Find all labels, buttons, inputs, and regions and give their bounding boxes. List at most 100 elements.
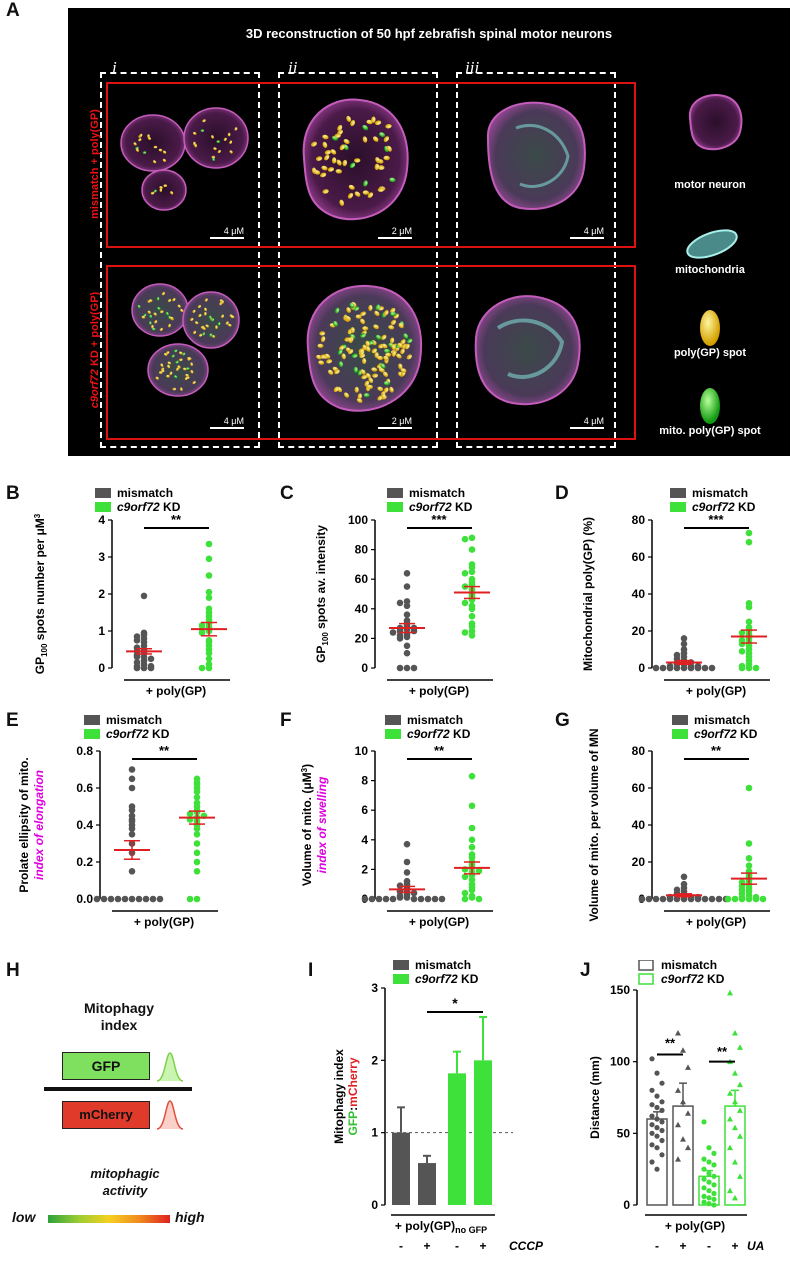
treatment-tick: + — [731, 1239, 738, 1253]
data-point — [694, 664, 702, 672]
data-point — [128, 806, 136, 814]
x-axis-label: + poly(GP) — [409, 915, 469, 929]
polygp-spot — [153, 160, 157, 164]
mito-polygp-spot — [349, 302, 355, 309]
bar — [474, 1060, 492, 1205]
polygp-spot — [227, 132, 231, 137]
polygp-spot — [356, 398, 363, 403]
polygp-spot — [198, 313, 202, 318]
mito-polygp-spot — [216, 140, 221, 144]
legend-mismatch-swatch — [670, 488, 686, 498]
data-point — [711, 1182, 717, 1188]
data-point — [654, 1166, 660, 1172]
data-point — [193, 895, 201, 903]
data-point — [680, 873, 688, 881]
data-point — [140, 592, 148, 600]
data-point — [403, 570, 411, 577]
polygp-spot — [192, 131, 197, 135]
data-point — [701, 1156, 707, 1162]
data-point — [732, 1159, 738, 1165]
polygp-spot — [362, 190, 370, 195]
legend-mismatch-swatch — [385, 715, 401, 725]
polygp-spot — [177, 365, 181, 369]
data-point — [193, 794, 201, 801]
data-point — [737, 1081, 743, 1088]
legend-kd-label: c9orf72 KD — [661, 972, 725, 986]
data-point — [468, 546, 476, 553]
data-point — [666, 895, 674, 903]
y-axis-label: Volume of mito. (μM3) — [300, 764, 314, 886]
data-point — [745, 855, 753, 862]
y-tick-label: 100 — [348, 513, 368, 527]
data-point — [737, 1133, 743, 1139]
polygp-spot — [194, 321, 199, 325]
data-point — [403, 633, 411, 641]
mito-polygp-spot — [153, 189, 157, 193]
scalebar-ii-kd: 2 μM — [378, 416, 412, 429]
data-point — [738, 640, 746, 648]
data-point — [706, 1179, 712, 1185]
data-point — [680, 664, 688, 672]
data-point — [128, 766, 136, 773]
mito-polygp-spot — [338, 361, 344, 368]
polygp-spot — [192, 309, 196, 313]
polygp-spot — [198, 333, 203, 337]
y-tick-label: 50 — [617, 1126, 631, 1140]
legend-kd-label: c9orf72 KD — [692, 500, 756, 514]
polygp-spot — [159, 188, 163, 192]
y-tick-label: 60 — [632, 550, 646, 564]
bar — [418, 1163, 436, 1205]
y-tick-label: 80 — [632, 744, 646, 758]
x-axis-label: + poly(GP)no GFP — [395, 1219, 487, 1235]
mito-polygp-spot — [157, 307, 161, 311]
row-frame-mismatch — [106, 82, 636, 248]
polygp-spot — [396, 353, 402, 359]
polygp-spot — [167, 298, 172, 303]
polygp-spot — [378, 367, 385, 373]
data-point — [128, 825, 136, 832]
polygp-spot — [223, 137, 227, 141]
data-point — [128, 895, 136, 903]
y-tick-label: 80 — [355, 543, 369, 557]
polygp-spot — [141, 315, 146, 319]
mcherry-box: mCherry — [62, 1101, 150, 1129]
data-point — [410, 895, 418, 903]
polygp-spot — [372, 373, 379, 378]
data-point — [745, 603, 753, 611]
cell-iii-mismatch — [486, 101, 586, 210]
polygp-spot — [324, 154, 330, 161]
data-point — [711, 1150, 717, 1156]
panel-label-j: J — [580, 960, 591, 981]
data-point — [461, 599, 469, 607]
mito-polygp-spot — [379, 132, 386, 138]
mito-polygp-spot — [143, 313, 147, 317]
polygp-spot — [217, 149, 221, 154]
data-point — [389, 629, 397, 636]
mito-polygp-spot — [137, 304, 141, 309]
data-point — [680, 1136, 686, 1142]
motor-neuron-icon — [688, 94, 743, 151]
polygp-spot — [371, 348, 377, 354]
significance-label: ** — [665, 1035, 676, 1050]
data-point — [654, 1133, 660, 1139]
y-tick-label: 40 — [355, 602, 369, 616]
data-point — [147, 664, 155, 672]
gfp-box: GFP — [62, 1052, 150, 1080]
polygp-spot — [155, 376, 159, 380]
legend-motor-neuron: motor neuron — [674, 179, 746, 191]
data-point — [468, 605, 476, 613]
polygp-spot — [377, 386, 384, 392]
polygp-spot — [350, 120, 355, 127]
data-point — [205, 655, 213, 663]
polygp-spot — [167, 361, 171, 365]
mito-polygp-spot — [202, 332, 205, 336]
legend-mismatch-swatch — [84, 715, 100, 725]
polygp-spot — [172, 387, 177, 391]
data-point — [694, 895, 702, 903]
data-point — [403, 858, 411, 866]
data-point — [205, 540, 213, 548]
polygp-spot — [343, 392, 350, 398]
mito-polygp-spot-icon — [700, 388, 720, 424]
cell-iii-kd — [474, 295, 581, 406]
